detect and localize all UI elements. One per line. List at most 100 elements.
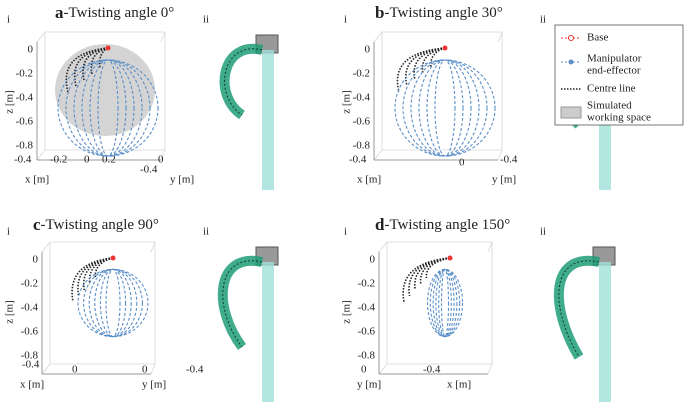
subpanel-label: ii xyxy=(203,226,209,238)
z-tick-label: -0.8 xyxy=(16,140,34,152)
z-tick-label: 0 xyxy=(33,254,39,266)
end-effector-path xyxy=(426,268,464,338)
axis-tick-label: 0 xyxy=(459,157,465,169)
centre-line xyxy=(405,47,446,87)
z-tick-label: -0.6 xyxy=(21,326,39,338)
legend-swatch xyxy=(568,59,574,65)
axis-tick-label: -0.4 xyxy=(500,154,518,166)
z-tick-label: -0.2 xyxy=(21,278,38,290)
base-point xyxy=(447,255,453,261)
legend-label: Simulated xyxy=(587,100,632,112)
end-effector-path xyxy=(73,59,143,157)
end-effector-path xyxy=(83,268,143,338)
z-tick-label: -0.6 xyxy=(16,116,34,128)
end-effector-path xyxy=(77,268,149,338)
end-effector-path xyxy=(438,268,452,338)
axis-label: x [m] xyxy=(357,174,381,186)
photo-manipulator-edge xyxy=(558,260,600,358)
legend-label: end-effector xyxy=(587,65,641,77)
end-effector-path xyxy=(402,59,488,157)
axis-label: x [m] xyxy=(25,174,49,186)
axis-label: y [m] xyxy=(357,379,381,391)
photo-manipulator xyxy=(553,255,600,360)
centre-line xyxy=(419,257,451,285)
panel-title: -Twisting angle 30° xyxy=(384,5,502,21)
axis-label: y [m] xyxy=(170,174,194,186)
axis-tick-label: -0.4 xyxy=(14,154,32,166)
panel-letter: c xyxy=(33,215,41,234)
legend-label: Manipulator xyxy=(587,53,642,65)
photo-manipulator-edge xyxy=(222,260,263,348)
axis-label: y [m] xyxy=(142,379,166,391)
centre-line xyxy=(396,47,446,93)
z-axis-label: z [m] xyxy=(4,90,16,114)
photo-rope-column xyxy=(262,50,274,190)
centre-line xyxy=(429,47,446,69)
centre-line xyxy=(414,257,451,291)
centre-line xyxy=(82,47,109,81)
centre-line xyxy=(65,47,109,93)
panel-heading: a-Twisting angle 0° xyxy=(55,3,174,22)
axis-tick-label: -0.4 xyxy=(22,359,40,371)
z-tick-label: 0 xyxy=(28,44,34,56)
panel-title: -Twisting angle 150° xyxy=(384,217,510,233)
legend-swatch xyxy=(560,106,582,119)
panel: d-Twisting angle 150°i ii0-0.2-0.4-0.6-0.… xyxy=(341,215,616,402)
axis-tick-label: -0.4 xyxy=(186,364,204,376)
centre-line xyxy=(402,257,451,303)
end-effector-path xyxy=(57,59,159,157)
centre-line xyxy=(82,257,114,291)
photo-manipulator-edge xyxy=(224,48,263,116)
panel-heading: d-Twisting angle 150° xyxy=(375,215,510,234)
base-point xyxy=(442,45,448,51)
base-point xyxy=(105,45,111,51)
base-point xyxy=(110,255,116,261)
axis-label: y [m] xyxy=(492,174,516,186)
axis-tick-label: -0.4 xyxy=(349,154,367,166)
axis-label: x [m] xyxy=(20,379,44,391)
end-effector-path xyxy=(426,59,464,157)
panel-letter: b xyxy=(375,3,384,22)
z-tick-label: 0 xyxy=(365,44,371,56)
photo-manipulator xyxy=(217,255,264,350)
panel-heading: c-Twisting angle 90° xyxy=(33,215,159,234)
z-tick-label: -0.2 xyxy=(358,278,375,290)
panel: a-Twisting angle 0°i ii0-0.2-0.4-0.6-0.8z… xyxy=(4,3,279,190)
end-effector-path xyxy=(105,268,121,338)
legend-label: Centre line xyxy=(587,83,636,95)
end-effector-path xyxy=(434,59,456,157)
z-tick-label: -0.8 xyxy=(353,140,371,152)
axis-tick-label: 0.2 xyxy=(102,154,116,166)
axis-label: x [m] xyxy=(447,379,471,391)
axis-tick-label: -0.4 xyxy=(423,364,441,376)
end-effector-path xyxy=(410,59,480,157)
end-effector-path xyxy=(88,268,138,338)
panel-title: -Twisting angle 0° xyxy=(64,5,175,21)
subpanel-label: ii xyxy=(203,14,209,26)
photo-manipulator xyxy=(219,43,264,120)
axis-tick-label: 0 xyxy=(72,364,78,376)
z-tick-label: -0.8 xyxy=(21,350,39,362)
axis-tick-label: 0 xyxy=(158,154,164,166)
axis-tick-label: 0 xyxy=(142,364,148,376)
subpanel-label: ii xyxy=(540,226,546,238)
legend-label: Base xyxy=(587,32,609,44)
subpanel-label: i xyxy=(7,14,10,26)
plot-frame xyxy=(41,241,156,375)
z-tick-label: -0.8 xyxy=(358,350,376,362)
z-tick-label: -0.4 xyxy=(358,302,376,314)
legend-label: working space xyxy=(587,112,651,124)
panel-title: -Twisting angle 90° xyxy=(41,217,159,233)
centre-line xyxy=(413,47,446,81)
subpanel-label: i xyxy=(7,226,10,238)
end-effector-path xyxy=(432,268,458,338)
end-effector-path xyxy=(394,59,496,157)
z-tick-label: -0.4 xyxy=(353,92,371,104)
panel-heading: b-Twisting angle 30° xyxy=(375,3,503,22)
z-tick-label: -0.4 xyxy=(21,302,39,314)
z-tick-label: -0.2 xyxy=(353,68,370,80)
end-effector-path xyxy=(429,268,461,338)
subpanel-label: i xyxy=(344,14,347,26)
z-tick-label: -0.4 xyxy=(16,92,34,104)
